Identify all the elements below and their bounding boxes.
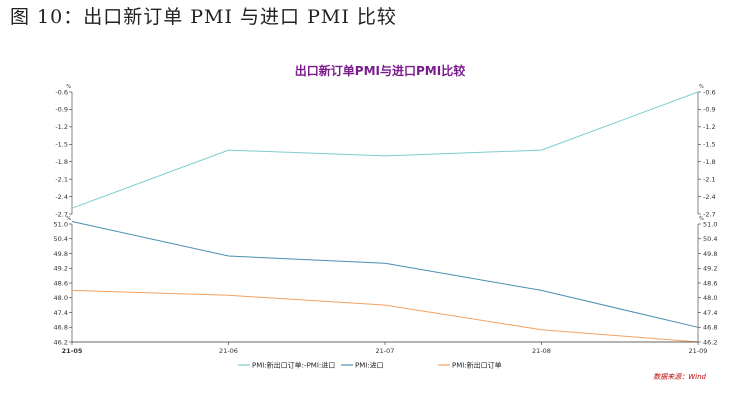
y-tick-label-right: -1.8 <box>703 158 716 166</box>
plot-area: % %-0.6 -0.6-0.9 -0.9-1.2 -1.2-1.5 -1.5-1.8 -1… <box>54 84 718 370</box>
x-tick-label: 21-07 <box>376 347 395 355</box>
y-tick-label-right: -0.9 <box>703 106 716 114</box>
series-line-2-1 <box>71 221 699 328</box>
y-tick-label-left: 49.2 <box>54 265 68 273</box>
series-line-1-1 <box>71 91 699 209</box>
y-tick-label-left: 47.4 <box>54 309 68 317</box>
y-tick-label-right: 47.4 <box>703 309 717 317</box>
source-note: 数据来源：Wind <box>653 373 706 381</box>
y-tick-label-right: -1.2 <box>703 123 716 131</box>
y-tick-label-right: 49.2 <box>703 265 717 273</box>
x-tick-label: 21-08 <box>532 347 551 355</box>
y-tick-label-left: 51.0 <box>54 220 68 228</box>
y-tick-label-right: 48.0 <box>703 294 717 302</box>
y-unit-right: % <box>699 216 704 222</box>
y-unit-right: % <box>699 84 704 90</box>
y-tick-label-left: 49.8 <box>54 250 68 258</box>
legend-label: PMI:新出口订单:-PMI:进口 <box>252 361 335 370</box>
x-tick-label: 21-06 <box>219 347 238 355</box>
series-line-2-2 <box>71 289 699 343</box>
y-tick-label-left: 50.4 <box>54 235 68 243</box>
y-tick-label-right: -2.4 <box>703 193 716 201</box>
y-tick-label-right: -1.5 <box>703 141 716 149</box>
y-tick-label-left: -0.9 <box>55 106 68 114</box>
y-tick-label-left: 46.8 <box>54 324 68 332</box>
y-tick-label-right: 46.8 <box>703 324 717 332</box>
y-tick-label-left: 46.2 <box>54 338 68 346</box>
y-tick-label-left: -1.2 <box>55 123 68 131</box>
y-tick-label-left: -2.4 <box>55 193 68 201</box>
y-tick-label-left: -0.6 <box>55 88 68 96</box>
y-tick-label-right: -0.6 <box>703 88 716 96</box>
chart-title: 出口新订单PMI与进口PMI比较 <box>295 63 465 78</box>
y-tick-label-left: -1.8 <box>55 158 68 166</box>
y-tick-label-right: 49.8 <box>703 250 717 258</box>
legend-label: PMI:新出口订单 <box>452 361 502 370</box>
legend-label: PMI:进口 <box>355 362 384 370</box>
y-unit-left: % <box>66 84 71 90</box>
y-tick-label-left: -1.5 <box>55 141 68 149</box>
x-tick-label: 21-05 <box>62 347 83 355</box>
y-tick-label-left: -2.7 <box>55 210 68 218</box>
y-tick-label-left: -2.1 <box>55 175 68 183</box>
y-tick-label-right: 46.2 <box>703 338 717 346</box>
figure-caption: 图 10：出口新订单 PMI 与进口 PMI 比较 <box>10 6 397 28</box>
y-tick-label-right: 51.0 <box>703 220 717 228</box>
y-tick-label-right: -2.7 <box>703 210 716 218</box>
y-tick-label-left: 48.6 <box>54 279 68 287</box>
y-tick-label-left: 48.0 <box>54 294 68 302</box>
y-tick-label-right: -2.1 <box>703 175 716 183</box>
y-unit-left: % <box>66 216 71 222</box>
y-tick-label-right: 50.4 <box>703 235 717 243</box>
y-tick-label-right: 48.6 <box>703 279 717 287</box>
x-tick-label: 21-09 <box>689 347 708 355</box>
